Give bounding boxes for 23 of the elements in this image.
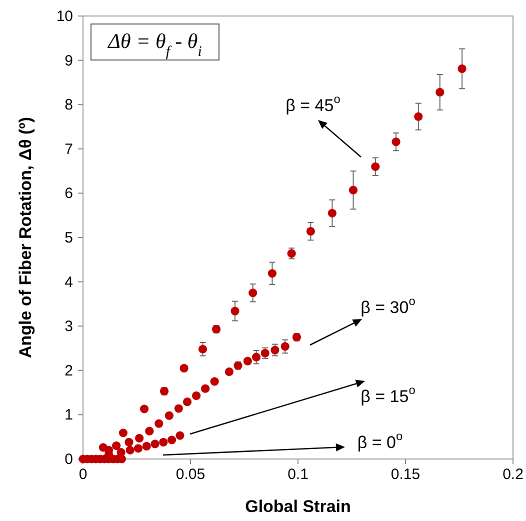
y-tick-label: 0 xyxy=(64,451,73,468)
y-tick-label: 3 xyxy=(64,318,73,336)
y-tick-label: 5 xyxy=(64,230,73,246)
annotation: β = 45$^{o}$ xyxy=(286,92,341,116)
annotation: β = 0$^{o}$ xyxy=(357,429,403,452)
annotation: Δθ = θ$_{f}$ - θ$_{i}$ xyxy=(107,29,202,60)
x-tick-label: 0.1 xyxy=(288,466,308,483)
y-tick-label: 1 xyxy=(64,406,73,424)
x-tick-label: 0.2 xyxy=(502,466,524,483)
y-tick-label: 6 xyxy=(64,185,73,202)
annotation: β = 30$^{o}$ xyxy=(360,294,416,318)
x-tick-label: 0.05 xyxy=(176,466,206,483)
y-tick-label: 7 xyxy=(64,140,73,158)
annotation: β = 15$^{o}$ xyxy=(360,383,416,406)
x-tick-label: 0.15 xyxy=(390,466,420,483)
y-tick-label: 8 xyxy=(64,96,73,114)
y-tick-label: 2 xyxy=(64,362,73,380)
y-tick-label: 10 xyxy=(56,8,73,25)
y-axis-title: Angle of Fiber Rotation, Δθ (º) xyxy=(16,116,35,358)
x-tick-label: 0 xyxy=(78,466,88,483)
x-axis-title: Global Strain xyxy=(245,497,351,516)
y-tick-label: 9 xyxy=(64,52,73,70)
y-tick-label: 4 xyxy=(64,274,73,291)
